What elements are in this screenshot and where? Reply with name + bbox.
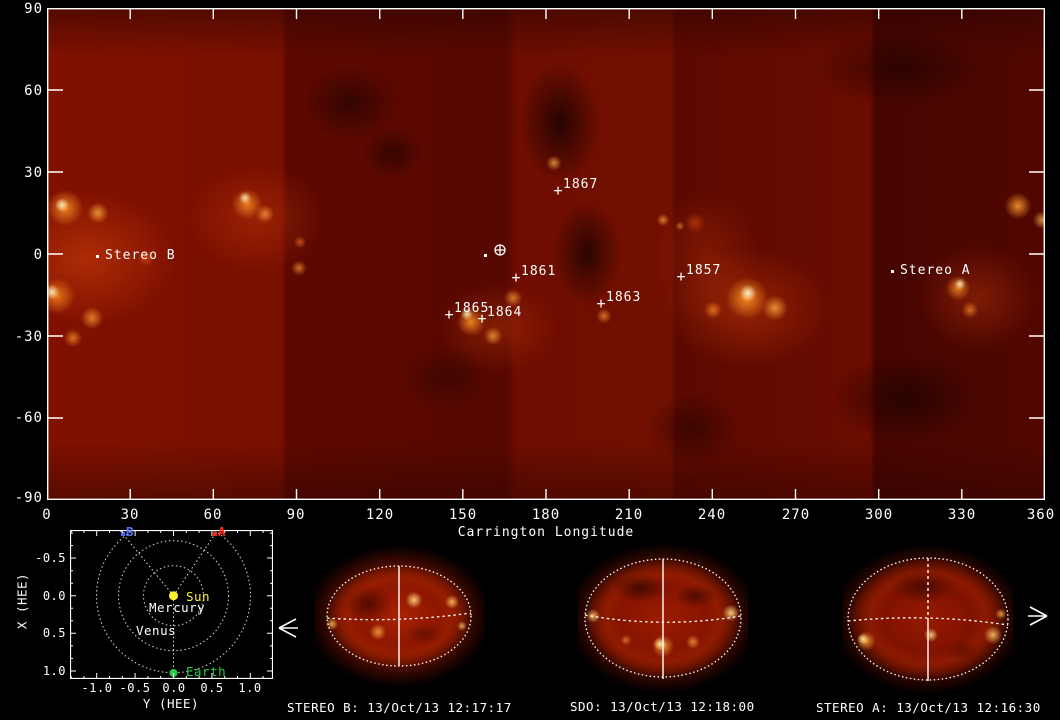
orbit-ytick: -0.5 bbox=[35, 551, 66, 565]
earth-label: Earth bbox=[186, 664, 227, 679]
map-ytick-30: 30 bbox=[24, 165, 43, 181]
map-xtick-300: 300 bbox=[864, 507, 894, 523]
stereo-b-marker bbox=[121, 532, 125, 536]
map-xtick-30: 30 bbox=[120, 507, 140, 523]
plus-marker-icon: + bbox=[477, 309, 487, 328]
map-xtick-60: 60 bbox=[203, 507, 223, 523]
stereo-a-map-label: Stereo A bbox=[900, 263, 971, 278]
mercury-label: Mercury bbox=[149, 600, 206, 615]
sdo-caption: SDO: 13/Oct/13 12:18:00 bbox=[570, 699, 755, 714]
left-arrow-icon[interactable] bbox=[277, 617, 301, 641]
sun-to-stereo-b-line bbox=[119, 530, 174, 597]
right-arrow-icon[interactable] bbox=[1026, 605, 1050, 629]
map-ytick-0: 0 bbox=[33, 247, 43, 263]
active-region-label: 1867 bbox=[563, 177, 599, 192]
stereo-a-grid-overlay bbox=[847, 557, 1009, 681]
plus-marker-icon: + bbox=[444, 305, 454, 324]
active-region-label: 1863 bbox=[606, 290, 642, 305]
map-ytick-60: 60 bbox=[24, 83, 43, 99]
map-ytick--30: -30 bbox=[14, 329, 43, 345]
earth-symbol-icon bbox=[494, 244, 506, 256]
stereo-b-disk-image bbox=[314, 536, 484, 696]
stereo-a-marker bbox=[213, 532, 217, 536]
subpoint-dot bbox=[96, 255, 99, 258]
orbit-xtick: -0.5 bbox=[119, 681, 151, 695]
subpoint-dot bbox=[891, 270, 894, 273]
sun-label: Sun bbox=[186, 589, 211, 604]
orbit-xtick: -1.0 bbox=[81, 681, 113, 695]
map-xaxis-title: Carrington Longitude bbox=[457, 525, 635, 540]
orbit-ytick: 0.0 bbox=[42, 589, 66, 603]
orbit-xaxis-title: Y (HEE) bbox=[142, 696, 200, 711]
map-xtick-330: 330 bbox=[947, 507, 977, 523]
map-xtick-210: 210 bbox=[614, 507, 644, 523]
venus-orbit bbox=[117, 540, 230, 652]
venus-label: Venus bbox=[136, 623, 177, 638]
map-xtick-270: 270 bbox=[781, 507, 811, 523]
map-ytick--60: -60 bbox=[14, 410, 43, 426]
map-xtick-180: 180 bbox=[531, 507, 561, 523]
orbit-yaxis-title: X (HEE) bbox=[14, 572, 30, 630]
map-xtick-150: 150 bbox=[448, 507, 478, 523]
map-ytick--90: -90 bbox=[14, 490, 43, 506]
orbit-ytick: 1.0 bbox=[42, 664, 66, 678]
carrington-map-image bbox=[47, 8, 1045, 500]
map-xtick-120: 120 bbox=[365, 507, 395, 523]
orbit-xtick: 0.0 bbox=[162, 681, 186, 695]
active-region-label: 1861 bbox=[521, 264, 557, 279]
plus-marker-icon: + bbox=[511, 268, 521, 287]
active-region-label: 1865 bbox=[454, 301, 490, 316]
plus-marker-icon: + bbox=[553, 181, 563, 200]
plus-marker-icon: + bbox=[596, 294, 606, 313]
map-axes-grid bbox=[47, 8, 1045, 500]
map-xtick-0: 0 bbox=[42, 507, 52, 523]
stereo-a-caption: STEREO A: 13/Oct/13 12:16:30 bbox=[816, 700, 1041, 715]
map-xtick-90: 90 bbox=[286, 507, 306, 523]
sdo-disk-image bbox=[578, 538, 748, 698]
sun-to-stereo-a-line bbox=[173, 530, 219, 596]
subpoint-dot bbox=[484, 254, 487, 257]
stereo-a-disk-image bbox=[843, 539, 1013, 699]
orbit-plot bbox=[70, 530, 273, 679]
mercury-orbit bbox=[142, 565, 205, 627]
stereo-b-map-label: Stereo B bbox=[105, 248, 176, 263]
plus-marker-icon: + bbox=[676, 267, 686, 286]
sdo-grid-overlay bbox=[584, 558, 742, 679]
orbit-xtick: 1.0 bbox=[238, 681, 262, 695]
stereo-b-grid-overlay bbox=[326, 565, 472, 667]
stereo-b-orbit-label: B bbox=[126, 524, 135, 539]
active-region-label: 1857 bbox=[686, 263, 722, 278]
stereo-b-caption: STEREO B: 13/Oct/13 12:17:17 bbox=[287, 700, 512, 715]
orbit-xtick: 0.5 bbox=[200, 681, 224, 695]
map-xtick-240: 240 bbox=[697, 507, 727, 523]
map-xtick-360: 360 bbox=[1026, 507, 1056, 523]
orbit-ytick: 0.5 bbox=[42, 626, 66, 640]
active-region-label: 1864 bbox=[487, 305, 523, 320]
sun-marker bbox=[169, 591, 178, 601]
stereo-a-orbit-label: A bbox=[218, 524, 227, 539]
earth-orbit bbox=[95, 530, 252, 674]
map-ytick-90: 90 bbox=[24, 1, 43, 17]
